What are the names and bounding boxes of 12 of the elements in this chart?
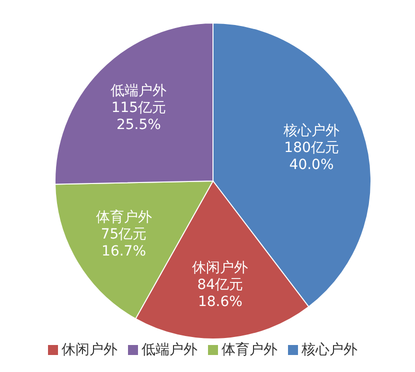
legend-label: 休闲户外: [62, 342, 118, 358]
data-label: 115亿元 25.5%: [111, 100, 166, 134]
slice-label: 体育户外: [96, 208, 152, 226]
legend-label: 体育户外: [222, 342, 278, 358]
legend-label: 核心户外: [302, 342, 358, 358]
slice-label: 低端户外: [110, 83, 167, 100]
slice-label: 休闲户外: [192, 260, 248, 276]
legend-label: 低端户外: [142, 342, 198, 358]
data-label: 84亿元 18.6%: [197, 276, 244, 310]
data-label: 180亿元 40.0%: [284, 140, 339, 173]
data-label: 75亿元 16.7%: [100, 226, 147, 260]
slice-label: 核心户外: [282, 122, 340, 139]
